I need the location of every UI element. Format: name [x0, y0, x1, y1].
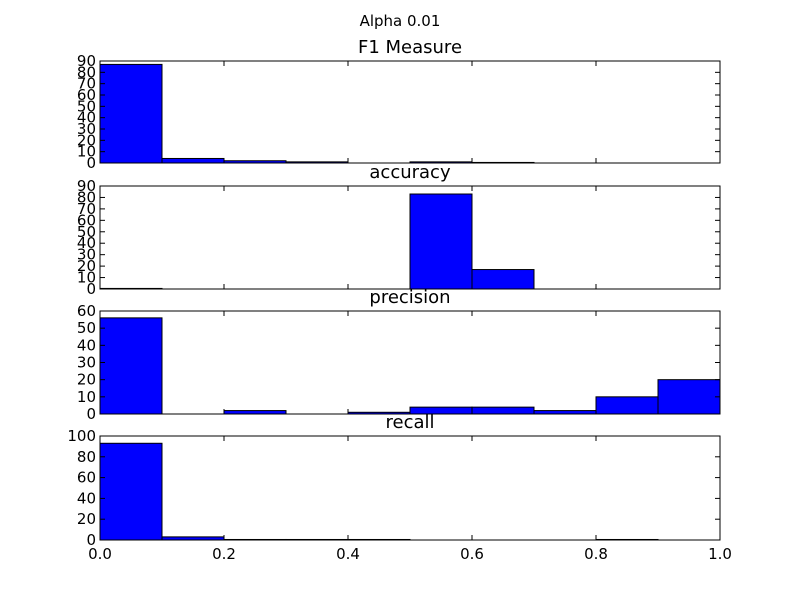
- histogram-bar: [533, 410, 597, 415]
- histogram-bar: [161, 157, 225, 164]
- ytick-label: 60: [77, 86, 96, 104]
- ytick-label: 20: [77, 510, 96, 528]
- histogram-bar: [99, 317, 163, 415]
- ytick-label: 80: [77, 188, 96, 206]
- xtick-label: 1.0: [708, 545, 732, 563]
- figure-suptitle: Alpha 0.01: [360, 12, 441, 30]
- ytick-label: 50: [77, 223, 96, 241]
- ytick-label: 100: [67, 427, 96, 445]
- xtick-label: 0.2: [212, 545, 236, 563]
- ytick-label: 40: [77, 109, 96, 127]
- histogram-bar: [409, 193, 473, 290]
- plot-frame: [99, 185, 721, 290]
- xtick-label: 0.4: [336, 545, 360, 563]
- ytick-label: 40: [77, 489, 96, 507]
- xtick-label: 0.8: [584, 545, 608, 563]
- ytick-label: 70: [77, 200, 96, 218]
- subplot-panels: F1 Measure0102030405060708090accuracy010…: [67, 37, 732, 563]
- subplot-title: recall: [385, 412, 434, 433]
- ytick-label: 30: [77, 246, 96, 264]
- ytick-label: 80: [77, 63, 96, 81]
- histogram-bar: [99, 63, 163, 164]
- ytick-label: 80: [77, 448, 96, 466]
- xtick-label: 0.0: [88, 545, 112, 563]
- subplot-title: precision: [369, 287, 450, 308]
- histogram-bar: [471, 406, 535, 415]
- histogram-bar: [657, 379, 721, 415]
- plot-frame: [99, 60, 721, 164]
- ytick-label: 20: [77, 371, 96, 389]
- ytick-label: 40: [77, 336, 96, 354]
- histogram-bar: [471, 269, 535, 290]
- ytick-label: 70: [77, 75, 96, 93]
- subplot-3: recall 0 20 40 60 80 100 0.0 0.2 0.4 0.6 0.8 1.0: [67, 412, 732, 563]
- ytick-label: 20: [77, 131, 96, 149]
- ytick-label: 10: [77, 269, 96, 287]
- ytick-label: 10: [77, 388, 96, 406]
- histogram-bar: [99, 442, 163, 541]
- ytick-label: 0: [86, 531, 96, 549]
- ytick-label: 60: [77, 302, 96, 320]
- ytick-label: 90: [77, 177, 96, 195]
- subplot-title: accuracy: [369, 162, 451, 183]
- histogram-bar: [595, 396, 659, 415]
- ytick-label: 0: [86, 405, 96, 423]
- ytick-label: 20: [77, 257, 96, 275]
- xtick-label: 0.6: [460, 545, 484, 563]
- plot-frame: [99, 435, 721, 541]
- histogram-bar: [223, 410, 287, 415]
- ytick-label: 50: [77, 97, 96, 115]
- ytick-label: 0: [86, 280, 96, 298]
- ytick-label: 0: [86, 154, 96, 172]
- ytick-label: 30: [77, 354, 96, 372]
- subplot-title: F1 Measure: [358, 37, 462, 58]
- ytick-label: 90: [77, 52, 96, 70]
- ytick-label: 50: [77, 319, 96, 337]
- ytick-label: 30: [77, 120, 96, 138]
- ytick-label: 10: [77, 143, 96, 161]
- ytick-label: 40: [77, 234, 96, 252]
- ytick-label: 60: [77, 211, 96, 229]
- ytick-label: 60: [77, 469, 96, 487]
